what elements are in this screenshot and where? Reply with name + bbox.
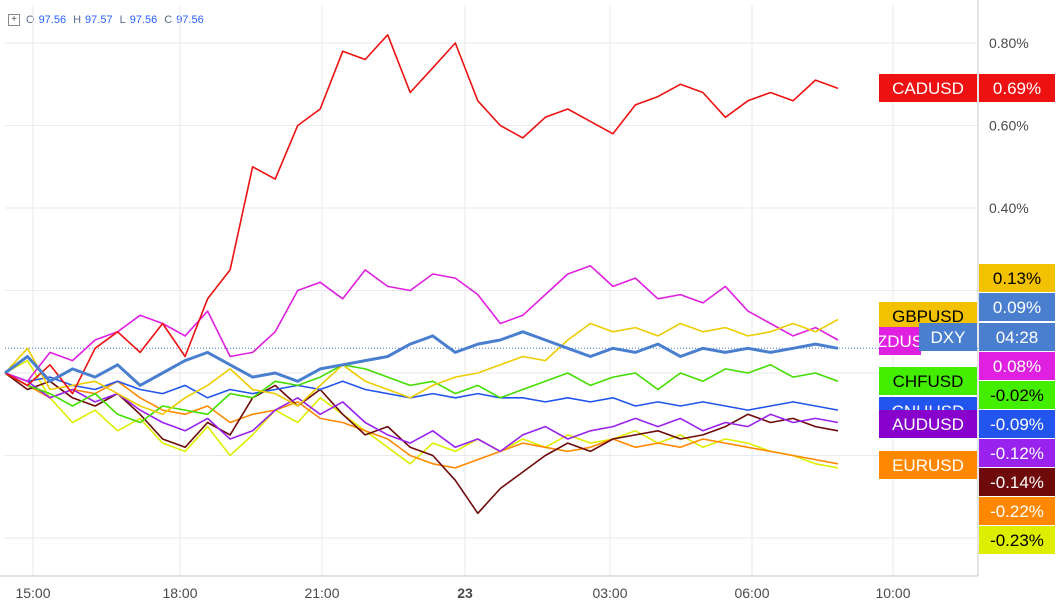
high-value: 97.57 xyxy=(85,14,113,26)
series-tag-audusd[interactable] xyxy=(879,410,977,438)
value-badge-label: -0.23% xyxy=(990,531,1044,550)
series-line-cnhusd xyxy=(4,372,839,411)
y-tick-label: 0.80% xyxy=(989,35,1029,51)
series-tag-nzdusd[interactable] xyxy=(879,327,921,355)
value-badge-label: -0.09% xyxy=(990,415,1044,434)
value-badge-label: -0.14% xyxy=(990,473,1044,492)
x-tick-label: 10:00 xyxy=(875,585,910,601)
value-badge-label: 0.08% xyxy=(993,357,1041,376)
close-label: C xyxy=(164,14,173,26)
series-tag-label: AUDUSD xyxy=(892,415,964,434)
x-tick-label: 21:00 xyxy=(304,585,339,601)
series-tag-label: NZDUSD xyxy=(865,332,936,351)
value-badge-label: -0.12% xyxy=(990,444,1044,463)
value-badge xyxy=(979,323,1055,351)
value-badge xyxy=(979,439,1055,467)
value-badge-label: 04:28 xyxy=(996,328,1039,347)
series-line-other xyxy=(4,359,839,469)
series-tag-label: GBPUSD xyxy=(892,307,964,326)
value-badge-label: 0.09% xyxy=(993,298,1041,317)
value-badge xyxy=(979,410,1055,438)
series-tag-label: EURUSD xyxy=(892,456,964,475)
value-badge xyxy=(979,352,1055,380)
value-badge-label: 0.13% xyxy=(993,269,1041,288)
series-line-gbpusd xyxy=(4,318,839,416)
high-label: H xyxy=(73,14,82,26)
value-badge-label: -0.22% xyxy=(990,502,1044,521)
open-value: 97.56 xyxy=(38,14,67,26)
series-tag-dxy[interactable] xyxy=(919,323,977,351)
value-badge xyxy=(979,468,1055,496)
value-badge xyxy=(979,497,1055,525)
value-badge xyxy=(979,74,1055,102)
value-badge xyxy=(979,526,1055,554)
open-label: O xyxy=(26,14,35,26)
series-tag-cadusd[interactable] xyxy=(879,74,977,102)
low-label: L xyxy=(119,14,126,26)
value-badge xyxy=(979,264,1055,292)
series-line-eurusd xyxy=(4,372,839,469)
value-badge xyxy=(979,381,1055,409)
series-tag-label: DXY xyxy=(931,328,966,347)
x-tick-label: 23 xyxy=(457,585,473,601)
series-line-dxy xyxy=(4,330,839,387)
value-badge xyxy=(979,293,1055,321)
close-value: 97.56 xyxy=(176,14,204,26)
series-tag-eurusd[interactable] xyxy=(879,451,977,479)
value-badge-label: -0.02% xyxy=(990,386,1044,405)
x-tick-label: 15:00 xyxy=(15,585,50,601)
value-badge-label: 0.69% xyxy=(993,79,1041,98)
y-tick-label: 0.40% xyxy=(989,200,1029,216)
series-tag-label: CADUSD xyxy=(892,79,964,98)
series-tag-chfusd[interactable] xyxy=(879,367,977,395)
ohlc-readout: + O 97.56 H 97.57 L 97.56 C 97.56 xyxy=(8,14,207,26)
series-tag-label: CHFUSD xyxy=(893,372,964,391)
x-tick-label: 18:00 xyxy=(162,585,197,601)
series-line-cadusd xyxy=(4,33,839,395)
series-line-audusd xyxy=(4,372,839,453)
x-tick-label: 03:00 xyxy=(592,585,627,601)
y-tick-label: 0.60% xyxy=(989,118,1029,134)
series-line-nzdusd xyxy=(4,264,839,383)
series-line-cnhusd2 xyxy=(4,372,839,515)
x-tick-label: 06:00 xyxy=(734,585,769,601)
low-value: 97.56 xyxy=(129,14,158,26)
series-line-chfusd xyxy=(4,363,839,424)
expand-plus-icon[interactable]: + xyxy=(8,14,20,26)
